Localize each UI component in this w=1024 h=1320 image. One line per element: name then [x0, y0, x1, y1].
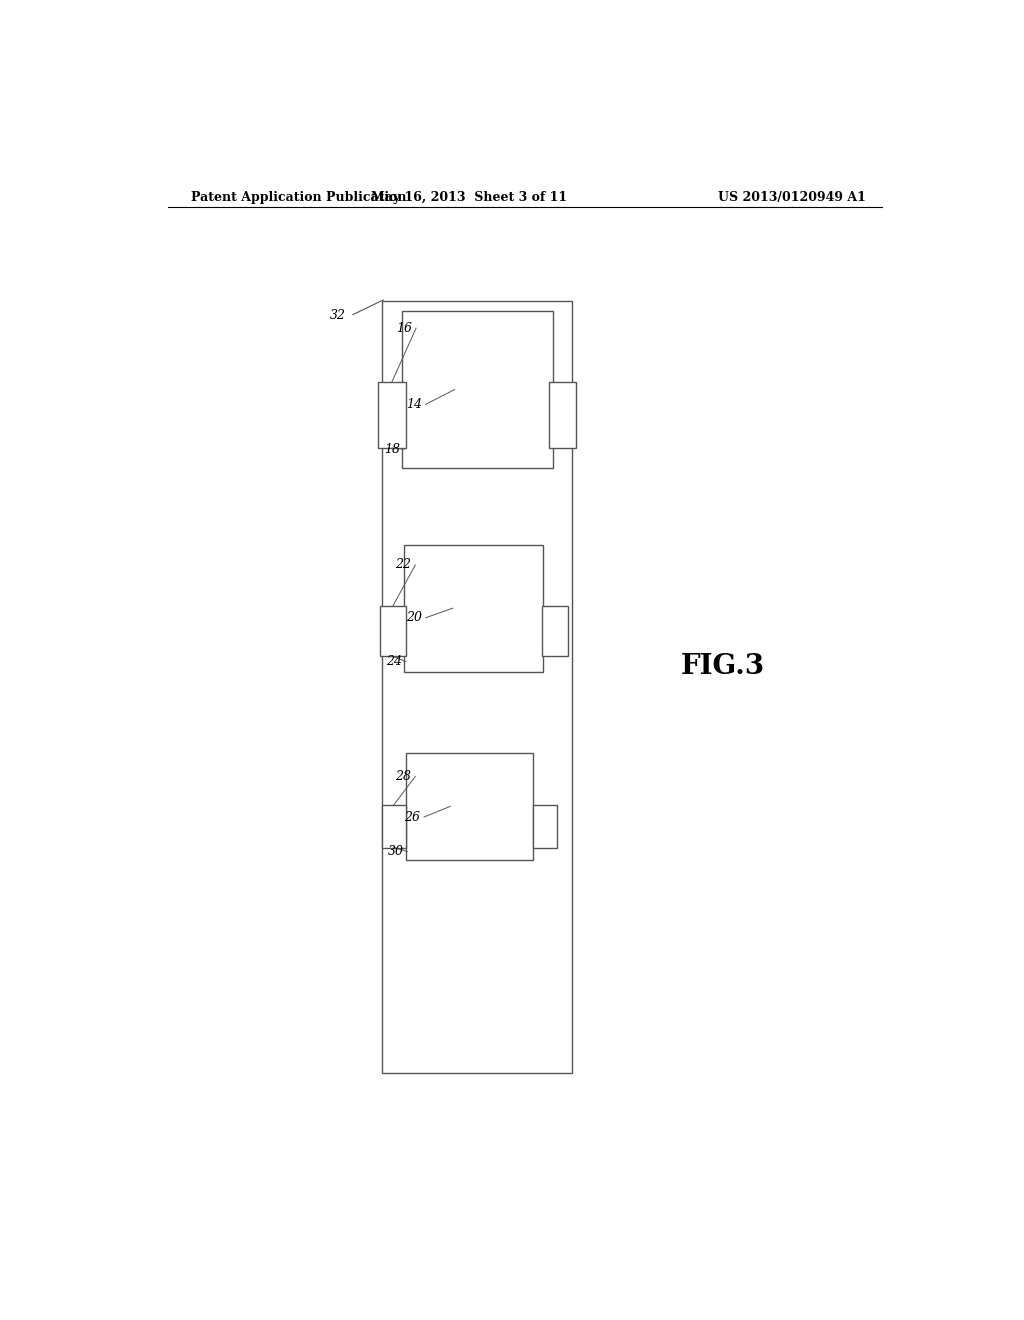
Bar — [380, 606, 406, 656]
Bar — [549, 381, 577, 447]
Bar — [401, 312, 553, 469]
Text: 22: 22 — [395, 558, 412, 572]
Text: 32: 32 — [330, 309, 346, 322]
Text: 14: 14 — [406, 397, 422, 411]
Text: 28: 28 — [395, 770, 412, 783]
Bar — [404, 545, 543, 672]
Text: 20: 20 — [406, 611, 422, 624]
Text: 30: 30 — [387, 845, 403, 858]
Bar — [378, 381, 406, 447]
Bar — [406, 752, 532, 859]
Bar — [382, 805, 406, 847]
Text: US 2013/0120949 A1: US 2013/0120949 A1 — [718, 190, 866, 203]
Bar — [532, 805, 557, 847]
Text: May 16, 2013  Sheet 3 of 11: May 16, 2013 Sheet 3 of 11 — [371, 190, 567, 203]
Text: 26: 26 — [404, 810, 420, 824]
Text: Patent Application Publication: Patent Application Publication — [191, 190, 407, 203]
Text: 16: 16 — [396, 322, 412, 335]
Text: 24: 24 — [386, 655, 401, 668]
Bar — [543, 606, 567, 656]
Text: 18: 18 — [384, 442, 400, 455]
Bar — [382, 301, 572, 1073]
Text: FIG.3: FIG.3 — [681, 653, 765, 680]
